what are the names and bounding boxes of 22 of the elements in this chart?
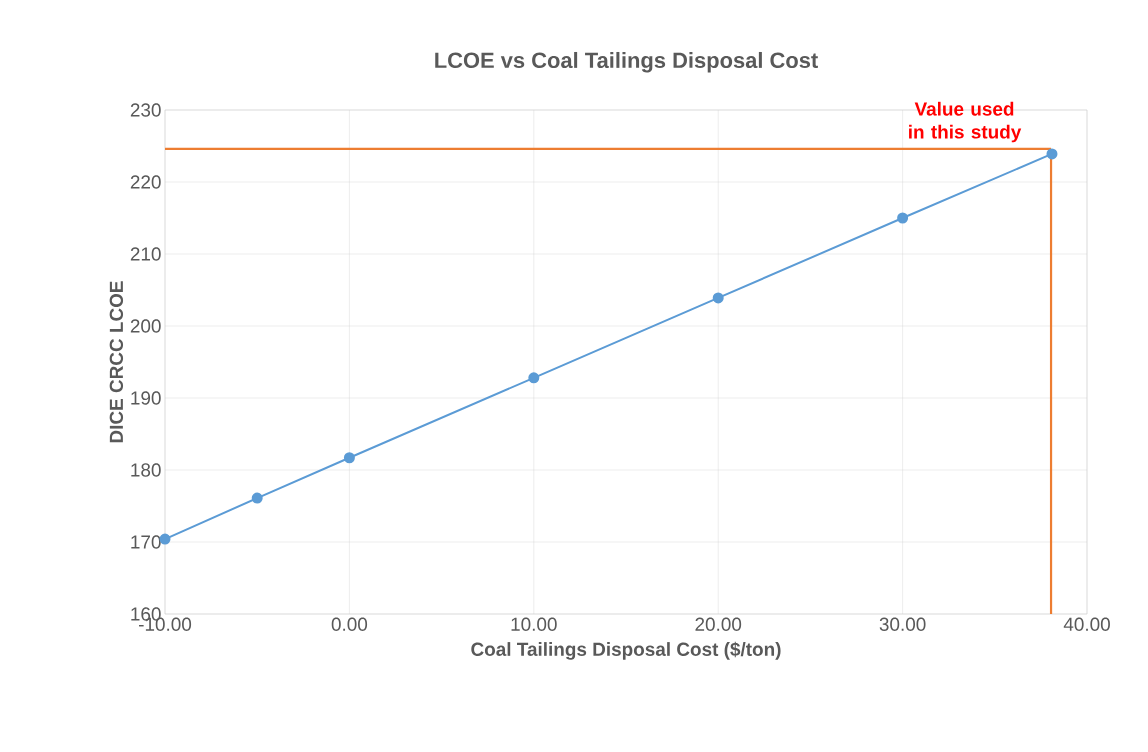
x-axis-title: Coal Tailings Disposal Cost ($/ton) [471, 641, 781, 660]
point [712, 292, 724, 304]
x-tick-label: 20.00 [695, 617, 742, 631]
y-axis-title: DICE CRCC LCOE [109, 281, 124, 443]
y-tick-label: 200 [130, 319, 161, 333]
chart-title: LCOE vs Coal Tailings Disposal Cost [435, 51, 818, 73]
x-tick-label: 40.00 [1063, 617, 1110, 631]
point [343, 452, 355, 464]
x-tick-label: 0.00 [331, 617, 368, 631]
y-tick-label: 210 [130, 247, 161, 261]
y-tick-label: 230 [130, 103, 161, 117]
point [897, 212, 909, 224]
y-tick-label: 190 [131, 391, 161, 405]
y-tick-label: 220 [130, 175, 161, 189]
point [528, 372, 540, 384]
x-tick-label: 30.00 [879, 617, 926, 631]
x-tick-label: 10.00 [511, 617, 557, 631]
point [251, 492, 263, 504]
point [1046, 148, 1058, 160]
y-tick-label: 170 [131, 535, 161, 549]
y-tick-label: 180 [131, 463, 161, 477]
annotation: Value used in this study [909, 101, 1022, 143]
